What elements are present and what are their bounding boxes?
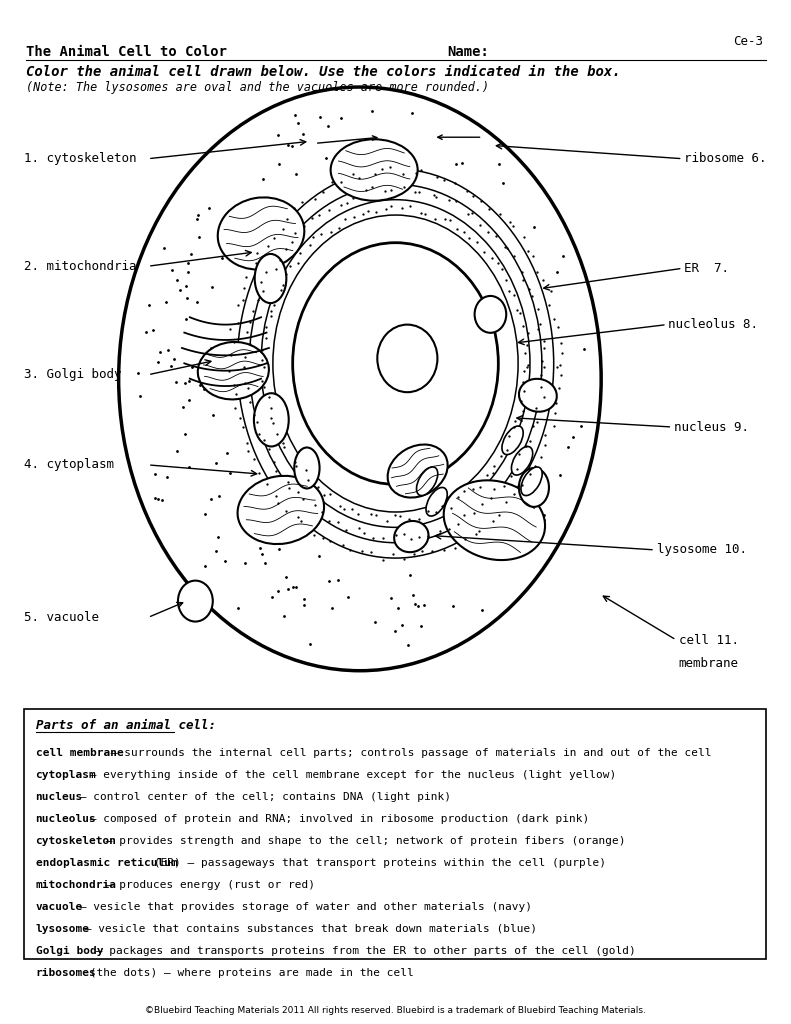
Ellipse shape — [475, 296, 506, 333]
Ellipse shape — [255, 254, 286, 303]
Text: – packages and transports proteins from the ER to other parts of the cell (gold): – packages and transports proteins from … — [89, 945, 635, 955]
Text: cell membrane: cell membrane — [36, 748, 123, 758]
Text: nucleus: nucleus — [36, 792, 83, 802]
Ellipse shape — [254, 393, 289, 446]
Text: 2. mitochondria: 2. mitochondria — [24, 260, 136, 272]
Text: lysosome 10.: lysosome 10. — [657, 544, 747, 556]
Text: nucleolus 8.: nucleolus 8. — [668, 318, 759, 331]
Text: (the dots) – where proteins are made in the cell: (the dots) – where proteins are made in … — [83, 968, 414, 978]
Text: – vesicle that contains substances that break down materials (blue): – vesicle that contains substances that … — [78, 924, 537, 934]
Ellipse shape — [237, 476, 324, 544]
Text: – surrounds the internal cell parts; controls passage of materials in and out of: – surrounds the internal cell parts; con… — [104, 748, 712, 758]
Ellipse shape — [444, 480, 545, 560]
Text: nucleolus: nucleolus — [36, 813, 97, 823]
Text: – everything inside of the cell membrane except for the nucleus (light yellow): – everything inside of the cell membrane… — [83, 770, 616, 779]
Text: ribosomes: ribosomes — [36, 968, 97, 978]
Text: vacuole: vacuole — [36, 901, 83, 911]
Text: 3. Golgi body: 3. Golgi body — [24, 369, 121, 381]
Ellipse shape — [293, 243, 498, 484]
Text: Golgi body: Golgi body — [36, 945, 103, 955]
Text: endoplasmic reticulum: endoplasmic reticulum — [36, 857, 177, 867]
Ellipse shape — [388, 444, 448, 498]
Text: Color the animal cell drawn below. Use the colors indicated in the box.: Color the animal cell drawn below. Use t… — [26, 65, 621, 79]
Text: Parts of an animal cell:: Parts of an animal cell: — [36, 719, 216, 732]
Ellipse shape — [198, 342, 269, 399]
Ellipse shape — [519, 379, 557, 412]
Ellipse shape — [178, 581, 213, 622]
Ellipse shape — [512, 446, 532, 475]
Ellipse shape — [521, 467, 542, 496]
Text: – provides strength and shape to the cell; network of protein fibers (orange): – provides strength and shape to the cel… — [99, 836, 626, 846]
Ellipse shape — [519, 468, 549, 507]
Text: lysosome: lysosome — [36, 924, 89, 934]
Ellipse shape — [502, 426, 523, 455]
Text: – composed of protein and RNA; involved in ribosome production (dark pink): – composed of protein and RNA; involved … — [83, 813, 589, 823]
Text: cytoplasm: cytoplasm — [36, 770, 97, 779]
Text: nucleus 9.: nucleus 9. — [674, 421, 749, 433]
Text: The Animal Cell to Color: The Animal Cell to Color — [26, 45, 227, 59]
Ellipse shape — [218, 198, 305, 269]
Ellipse shape — [294, 447, 320, 488]
Ellipse shape — [394, 521, 429, 552]
Text: – produces energy (rust or red): – produces energy (rust or red) — [99, 880, 315, 890]
Ellipse shape — [426, 487, 447, 516]
Text: (ER) – passageways that transport proteins within the cell (purple): (ER) – passageways that transport protei… — [147, 857, 606, 867]
Ellipse shape — [377, 325, 437, 392]
Text: cytoskeleton: cytoskeleton — [36, 836, 116, 846]
Ellipse shape — [331, 139, 418, 201]
Text: Ce-3: Ce-3 — [733, 35, 763, 48]
Text: 5. vacuole: 5. vacuole — [24, 611, 99, 624]
Text: membrane: membrane — [679, 657, 739, 670]
Text: ©Bluebird Teaching Materials 2011 All rights reserved. Bluebird is a trademark o: ©Bluebird Teaching Materials 2011 All ri… — [145, 1006, 646, 1015]
FancyBboxPatch shape — [24, 709, 766, 959]
Text: 4. cytoplasm: 4. cytoplasm — [24, 459, 114, 471]
Text: Name:: Name: — [447, 45, 489, 59]
Text: ribosome 6.: ribosome 6. — [684, 153, 766, 165]
Ellipse shape — [119, 87, 601, 671]
Text: – vesicle that provides storage of water and other materials (navy): – vesicle that provides storage of water… — [73, 901, 532, 911]
Text: (Note: The lysosomes are oval and the vacuoles are more rounded.): (Note: The lysosomes are oval and the va… — [26, 81, 489, 94]
Text: 1. cytoskeleton: 1. cytoskeleton — [24, 153, 136, 165]
Text: cell 11.: cell 11. — [679, 634, 739, 646]
Text: mitochondria: mitochondria — [36, 880, 116, 890]
Text: ER  7.: ER 7. — [684, 262, 729, 274]
Text: – control center of the cell; contains DNA (light pink): – control center of the cell; contains D… — [73, 792, 451, 802]
Ellipse shape — [417, 467, 437, 496]
